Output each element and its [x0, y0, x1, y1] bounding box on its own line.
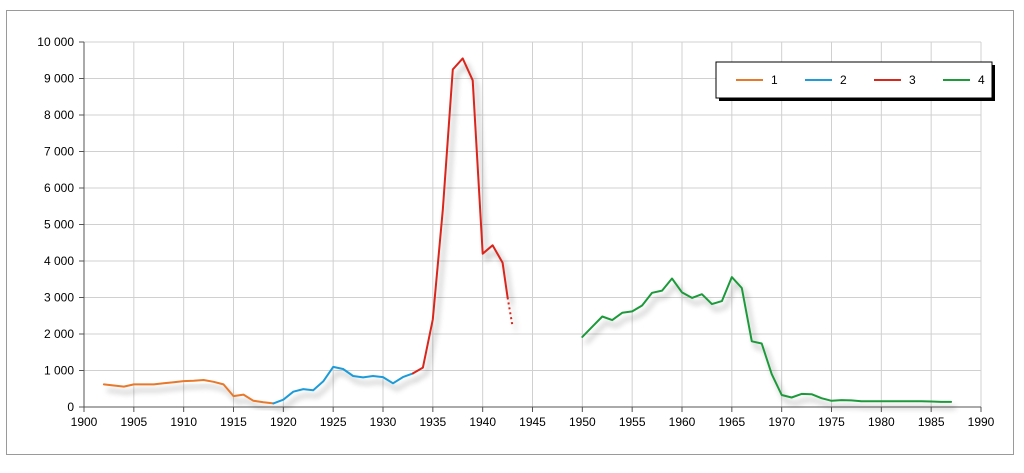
x-tick-label: 1910 [170, 415, 197, 429]
y-tick-label: 6 000 [44, 181, 74, 195]
x-tick-label: 1920 [270, 415, 297, 429]
legend: 1 2 3 4 [715, 61, 995, 101]
series-3 [411, 57, 514, 375]
series-group [102, 57, 953, 405]
legend-label-4: 4 [978, 73, 985, 87]
y-tick-label: 1 000 [44, 364, 74, 378]
x-tick-label: 1975 [818, 415, 845, 429]
series-1 [102, 379, 275, 405]
x-tick-label: 1955 [619, 415, 646, 429]
y-tick-labels: 0 1 000 2 000 3 000 4 000 5 000 6 000 7 000 8 00… [37, 35, 74, 414]
x-tick-label: 1930 [370, 415, 397, 429]
x-tick-label: 1990 [968, 415, 995, 429]
x-tick-label: 1980 [868, 415, 895, 429]
y-tick-label: 8 000 [44, 108, 74, 122]
x-tick-label: 1905 [120, 415, 147, 429]
series-3-line [411, 57, 509, 375]
y-tick-label: 5 000 [44, 218, 74, 232]
x-tick-label: 1940 [469, 415, 496, 429]
x-tick-label: 1900 [71, 415, 98, 429]
axes [79, 41, 982, 412]
x-tick-labels: 1900 1905 1910 1915 1920 1925 1930 1935 1940 1945… [71, 415, 995, 429]
x-tick-label: 1945 [519, 415, 546, 429]
y-tick-label: 4 000 [44, 254, 74, 268]
x-tick-label: 1915 [220, 415, 247, 429]
y-tick-label: 7 000 [44, 145, 74, 159]
grid-lines [84, 41, 982, 407]
legend-label-1: 1 [771, 73, 778, 87]
legend-label-2: 2 [840, 73, 847, 87]
x-tick-label: 1985 [918, 415, 945, 429]
y-tick-label: 10 000 [37, 35, 74, 49]
y-tick-label: 9 000 [44, 72, 74, 86]
x-tick-label: 1960 [669, 415, 696, 429]
x-tick-label: 1965 [718, 415, 745, 429]
series-1-line [102, 379, 275, 405]
series-4-line [581, 276, 953, 403]
series-2-line [272, 365, 414, 405]
x-tick-label: 1925 [320, 415, 347, 429]
y-tick-label: 0 [67, 400, 74, 414]
x-tick-label: 1950 [569, 415, 596, 429]
x-tick-label: 1970 [768, 415, 795, 429]
y-tick-label: 2 000 [44, 327, 74, 341]
x-tick-label: 1935 [419, 415, 446, 429]
series-2 [272, 365, 414, 405]
legend-label-3: 3 [909, 73, 916, 87]
series-3-dashed-extension [506, 297, 514, 327]
y-tick-label: 3 000 [44, 291, 74, 305]
series-4 [581, 276, 953, 403]
